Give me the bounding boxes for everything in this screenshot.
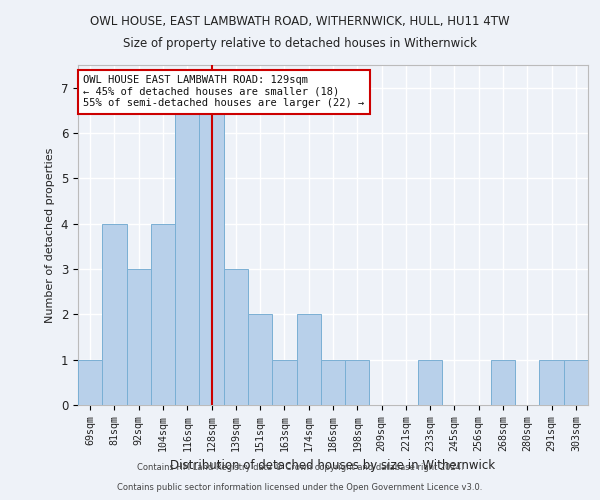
Bar bbox=[151, 224, 175, 405]
Bar bbox=[127, 269, 151, 405]
Bar bbox=[345, 360, 370, 405]
Text: OWL HOUSE, EAST LAMBWATH ROAD, WITHERNWICK, HULL, HU11 4TW: OWL HOUSE, EAST LAMBWATH ROAD, WITHERNWI… bbox=[90, 15, 510, 28]
Bar bbox=[491, 360, 515, 405]
X-axis label: Distribution of detached houses by size in Withernwick: Distribution of detached houses by size … bbox=[170, 459, 496, 472]
Text: Size of property relative to detached houses in Withernwick: Size of property relative to detached ho… bbox=[123, 38, 477, 51]
Bar bbox=[102, 224, 127, 405]
Bar bbox=[248, 314, 272, 405]
Bar bbox=[296, 314, 321, 405]
Bar bbox=[539, 360, 564, 405]
Text: Contains HM Land Registry data © Crown copyright and database right 2024.: Contains HM Land Registry data © Crown c… bbox=[137, 464, 463, 472]
Bar bbox=[321, 360, 345, 405]
Text: OWL HOUSE EAST LAMBWATH ROAD: 129sqm
← 45% of detached houses are smaller (18)
5: OWL HOUSE EAST LAMBWATH ROAD: 129sqm ← 4… bbox=[83, 75, 364, 108]
Bar bbox=[199, 88, 224, 405]
Bar bbox=[175, 88, 199, 405]
Text: Contains public sector information licensed under the Open Government Licence v3: Contains public sector information licen… bbox=[118, 484, 482, 492]
Y-axis label: Number of detached properties: Number of detached properties bbox=[45, 148, 55, 322]
Bar bbox=[418, 360, 442, 405]
Bar bbox=[272, 360, 296, 405]
Bar bbox=[78, 360, 102, 405]
Bar bbox=[224, 269, 248, 405]
Bar bbox=[564, 360, 588, 405]
